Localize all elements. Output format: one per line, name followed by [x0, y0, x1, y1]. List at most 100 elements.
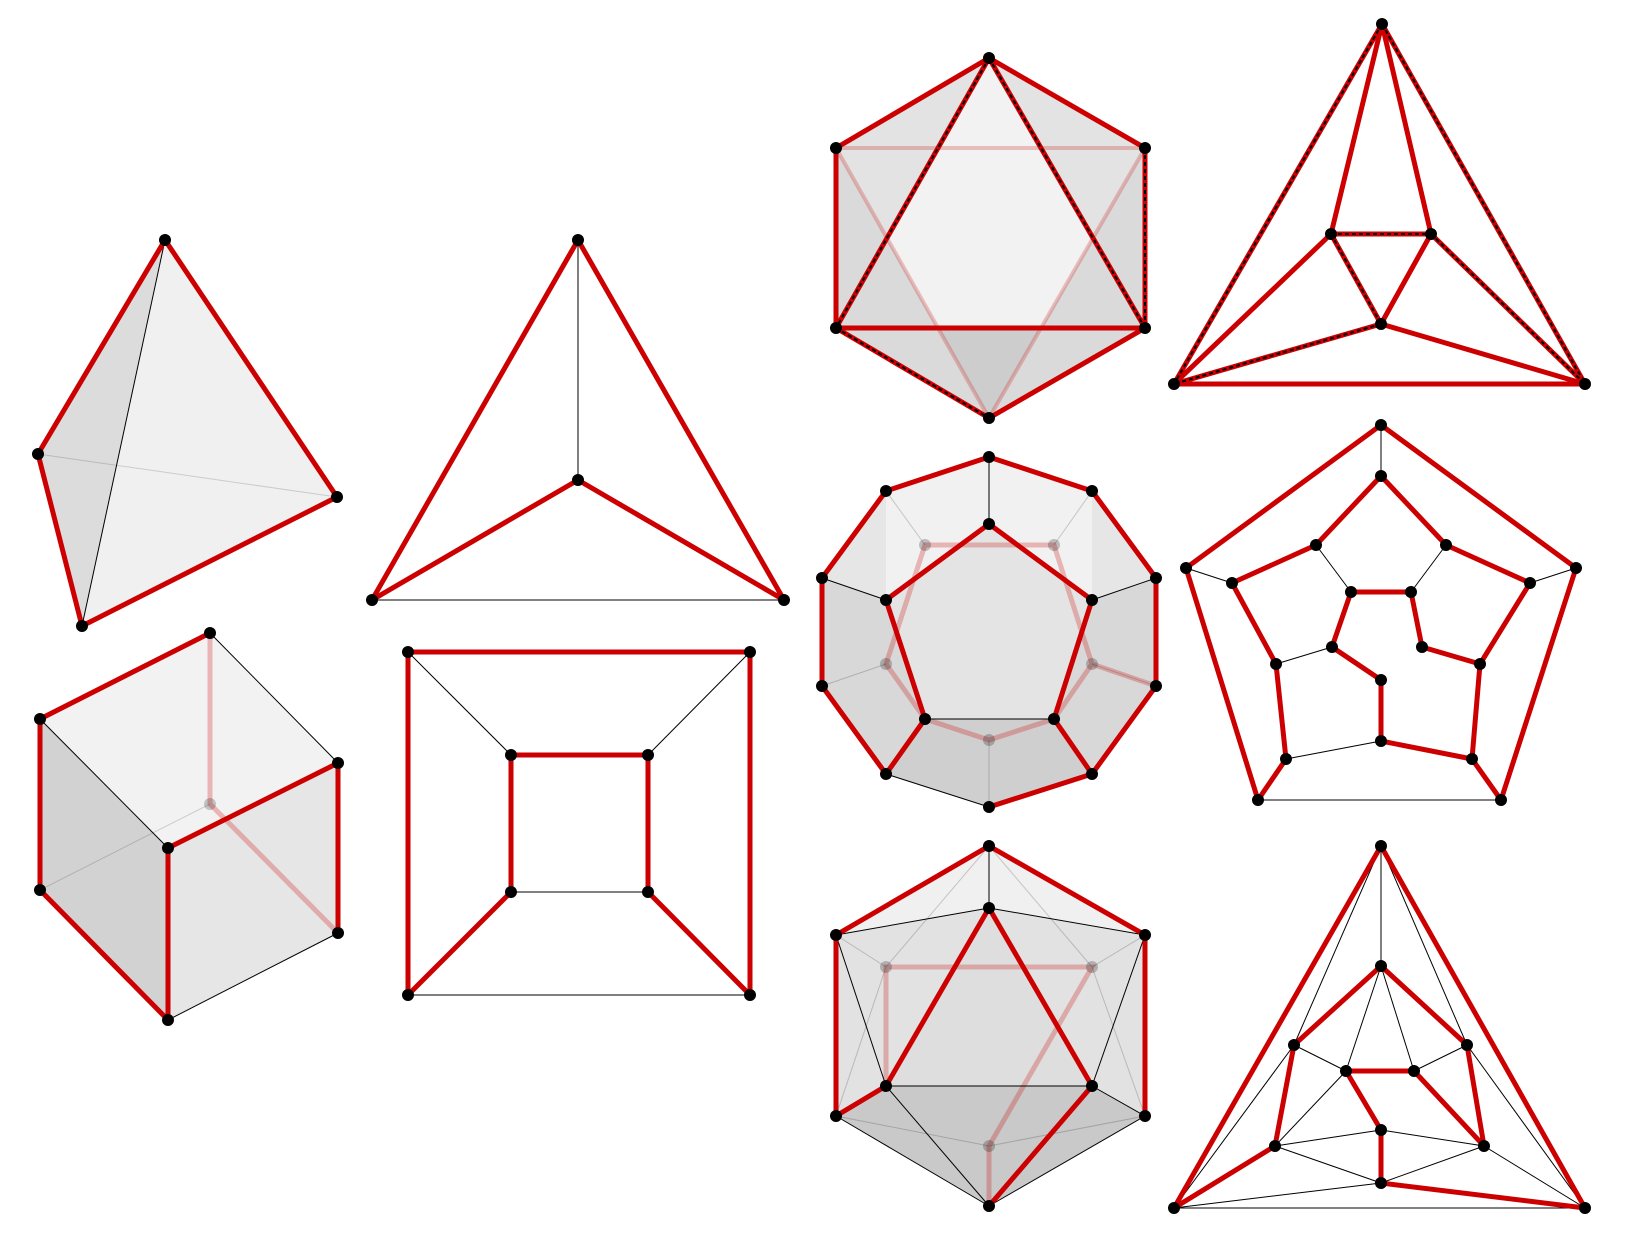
face	[836, 58, 1145, 328]
hamiltonian-edge	[986, 55, 1148, 151]
vertex	[1440, 539, 1452, 551]
vertex	[880, 485, 892, 497]
hidden-edge	[885, 845, 990, 968]
hidden-hamiltonian-edge	[834, 146, 991, 420]
vertex	[1180, 562, 1192, 574]
hamiltonian-path	[1171, 843, 1588, 1211]
vertex	[1325, 228, 1337, 240]
hidden-hamiltonian-path	[883, 964, 1097, 1209]
vertex	[983, 518, 995, 530]
face	[40, 633, 338, 848]
edge	[885, 773, 990, 808]
vertex	[1252, 794, 1264, 806]
vertex	[1425, 228, 1437, 240]
vertex	[983, 1200, 995, 1212]
edge	[1380, 845, 1468, 1046]
vertex	[34, 884, 46, 896]
hidden-edge	[835, 1115, 990, 1147]
vertex	[983, 801, 995, 813]
edge	[1380, 1129, 1485, 1147]
edge	[988, 907, 1146, 936]
vertex	[983, 902, 995, 914]
vertex	[572, 234, 584, 246]
vertex	[1375, 735, 1387, 747]
hamiltonian-edge	[35, 451, 85, 629]
vertex	[816, 572, 828, 584]
vertex	[744, 646, 756, 658]
hamiltonian-edge	[162, 237, 340, 500]
vertex	[1375, 1177, 1387, 1189]
edge	[1173, 1044, 1295, 1209]
edge	[835, 907, 990, 936]
dashed-edge	[1173, 23, 1383, 385]
tetrahedron-3d	[32, 234, 343, 632]
hidden-hamiltonian-edge	[987, 146, 1147, 420]
vertex	[1375, 840, 1387, 852]
face	[40, 719, 168, 1020]
vertex	[1280, 753, 1292, 765]
edge	[1380, 1145, 1485, 1184]
hidden-vertex	[880, 658, 892, 670]
edge	[1091, 934, 1146, 1087]
hidden-vertex	[1086, 961, 1098, 973]
dashed-edge	[1381, 23, 1586, 385]
hamiltonian-edge	[1378, 231, 1434, 327]
vertex	[1376, 18, 1388, 30]
edge	[407, 651, 512, 756]
face	[1054, 578, 1156, 774]
hamiltonian-edge	[79, 494, 340, 629]
hamiltonian-edge	[369, 237, 581, 603]
hidden-vertex	[204, 798, 216, 810]
vertex	[880, 768, 892, 780]
hidden-vertex	[1048, 539, 1060, 551]
front-face	[886, 524, 1092, 719]
hidden-vertex	[919, 539, 931, 551]
vertex	[1579, 1202, 1591, 1214]
vertex	[1288, 1039, 1300, 1051]
hidden-hamiltonian-path	[883, 661, 1095, 743]
face	[822, 578, 925, 774]
vertex	[1226, 577, 1238, 589]
edge	[1483, 1145, 1586, 1209]
edge	[1185, 567, 1233, 584]
vertex	[159, 234, 171, 246]
hidden-edge	[988, 845, 1093, 968]
vertex	[830, 322, 842, 334]
edge	[1380, 965, 1415, 1072]
vertex	[1345, 586, 1357, 598]
edge	[1293, 845, 1382, 1046]
vertex	[880, 594, 892, 606]
hidden-edge	[37, 453, 338, 498]
vertex	[983, 840, 995, 852]
vertex	[162, 1014, 174, 1026]
icosahedron-schlegel	[1168, 840, 1591, 1214]
hidden-hamiltonian-edge	[207, 801, 341, 936]
hamiltonian-edge	[833, 55, 992, 151]
vertex	[332, 757, 344, 769]
vertex	[332, 927, 344, 939]
vertex	[1416, 641, 1428, 653]
edge	[1091, 577, 1157, 601]
vertex	[1474, 658, 1486, 670]
vertex	[1168, 378, 1180, 390]
vertex	[32, 448, 44, 460]
hamiltonian-path	[833, 843, 1148, 1119]
edge	[835, 934, 887, 1087]
vertex	[880, 1080, 892, 1092]
hidden-edge	[988, 1115, 1146, 1147]
vertex	[1048, 713, 1060, 725]
hidden-vertex	[1086, 658, 1098, 670]
vertex	[505, 749, 517, 761]
edge	[1345, 965, 1382, 1072]
hamiltonian-edge	[986, 325, 1148, 421]
vertex	[830, 929, 842, 941]
vertex	[366, 594, 378, 606]
vertex	[1579, 378, 1591, 390]
hidden-edge	[1091, 934, 1146, 968]
vertex	[919, 713, 931, 725]
edge	[1466, 1044, 1586, 1209]
hamiltonian-edge	[1379, 21, 1434, 237]
cube-3d	[34, 627, 344, 1026]
octahedron-3d	[830, 52, 1151, 424]
vertex	[1340, 1065, 1352, 1077]
